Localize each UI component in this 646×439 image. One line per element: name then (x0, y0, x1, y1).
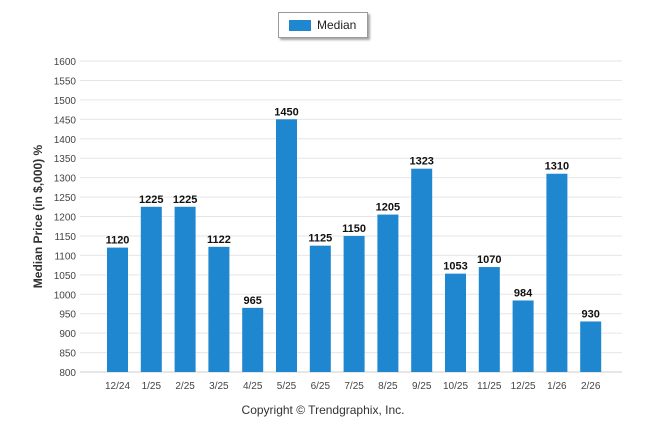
y-tick-label: 1550 (54, 76, 77, 87)
y-tick-label: 800 (59, 368, 76, 379)
copyright-text: Copyright © Trendgraphix, Inc. (241, 403, 405, 417)
x-tick-label: 5/25 (277, 381, 297, 392)
data-label: 1225 (173, 194, 197, 206)
data-label: 1120 (106, 235, 130, 247)
bar-9-25 (411, 168, 433, 372)
x-tick-label: 2/26 (581, 381, 601, 392)
data-label: 1310 (545, 161, 569, 173)
x-tick-label: 9/25 (412, 381, 432, 392)
data-label: 1450 (274, 106, 298, 118)
legend-label-median: Median (317, 18, 357, 32)
bar-1-26 (546, 173, 568, 372)
data-label: 1070 (477, 254, 501, 266)
data-label: 930 (582, 308, 600, 320)
x-tick-label: 3/25 (209, 381, 229, 392)
x-tick-label: 6/25 (311, 381, 331, 392)
bar-2-25 (174, 206, 196, 372)
bar-7-25 (343, 235, 365, 372)
bar-3-25 (208, 246, 230, 372)
x-tick-label: 1/26 (547, 381, 567, 392)
y-tick-label: 1250 (54, 193, 77, 204)
y-tick-label: 1350 (54, 154, 77, 165)
x-tick-label: 12/24 (105, 381, 130, 392)
bar-2-26 (580, 321, 602, 372)
bar-6-25 (309, 245, 331, 372)
y-tick-label: 1400 (54, 135, 77, 146)
bar-12-24 (107, 247, 128, 372)
x-tick-label: 10/25 (443, 381, 468, 392)
x-tick-label: 11/25 (477, 381, 502, 392)
y-tick-label: 1200 (54, 213, 77, 224)
x-tick-label: 2/25 (175, 381, 195, 392)
y-tick-label: 950 (59, 310, 76, 321)
x-tick-label: 7/25 (344, 381, 364, 392)
y-tick-label: 1100 (54, 251, 76, 262)
data-label: 965 (244, 295, 262, 307)
data-label: 1205 (376, 202, 400, 214)
y-tick-label: 1500 (54, 96, 77, 107)
data-label: 1323 (409, 156, 433, 168)
y-tick-label: 1150 (54, 232, 76, 243)
y-tick-label: 900 (59, 329, 76, 340)
bar-4-25 (242, 307, 264, 372)
y-axis-label: Median Price (in $,000) % (31, 144, 45, 288)
data-label: 1053 (443, 261, 467, 273)
y-tick-label: 1050 (54, 271, 77, 282)
data-label: 1150 (342, 223, 366, 235)
data-label: 984 (514, 287, 533, 299)
legend-swatch-median (289, 20, 311, 31)
x-tick-label: 1/25 (142, 381, 162, 392)
y-tick-label: 1600 (54, 57, 77, 68)
x-tick-label: 8/25 (378, 381, 398, 392)
bar-10-25 (445, 273, 466, 372)
data-label: 1125 (308, 233, 332, 245)
bar-12-25 (512, 300, 534, 372)
y-tick-label: 1300 (54, 174, 77, 185)
bar-5-25 (276, 119, 297, 372)
data-label: 1122 (207, 234, 231, 246)
x-tick-label: 12/25 (511, 381, 536, 392)
data-label: 1225 (139, 194, 163, 206)
x-tick-label: 4/25 (243, 381, 263, 392)
y-tick-label: 850 (59, 349, 76, 360)
y-tick-label: 1000 (54, 290, 77, 301)
bar-8-25 (377, 214, 399, 372)
y-tick-label: 1450 (54, 115, 77, 126)
legend: Median (278, 12, 368, 38)
bar-11-25 (478, 267, 500, 372)
bar-1-25 (140, 206, 162, 372)
